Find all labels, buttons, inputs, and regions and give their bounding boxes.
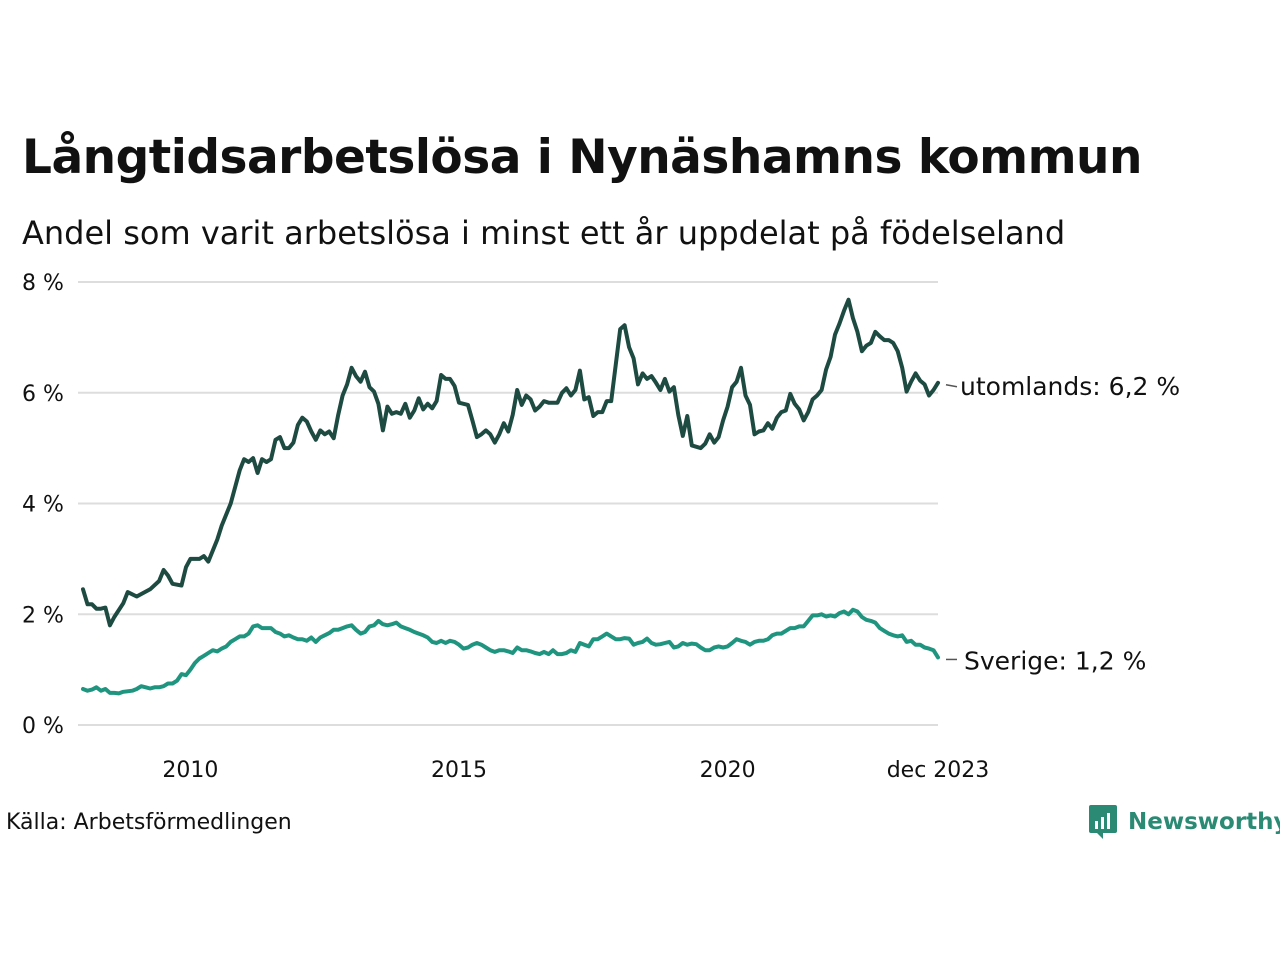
end-label-leader [945, 384, 958, 388]
newsworthy-logo-icon [1089, 805, 1117, 839]
y-tick-label: 6 % [22, 382, 64, 407]
x-tick-label: 2010 [162, 758, 218, 783]
end-label-utomlands: utomlands: 6,2 % [960, 372, 1180, 401]
chart-title: Långtidsarbetslösa i Nynäshamns kommun [22, 130, 1142, 185]
x-tick-label: dec 2023 [887, 758, 990, 783]
series-end-labels: utomlands: 6,2 % Sverige: 1,2 % [945, 372, 1180, 675]
series-lines [81, 297, 940, 696]
source-note: Källa: Arbetsförmedlingen [6, 810, 292, 835]
y-tick-label: 2 % [22, 603, 64, 628]
gridlines [78, 281, 938, 726]
y-axis-tick-labels: 0 % 2 % 4 % 6 % 8 % [22, 271, 64, 739]
series-line-sverige [81, 607, 940, 696]
y-tick-label: 0 % [22, 714, 64, 739]
x-axis-tick-labels: 2010 2015 2020 dec 2023 [162, 758, 989, 783]
chart-subtitle: Andel som varit arbetslösa i minst ett å… [22, 214, 1066, 252]
y-tick-label: 8 % [22, 271, 64, 296]
series-line-utomlands [81, 297, 940, 628]
x-tick-label: 2015 [431, 758, 487, 783]
y-tick-label: 4 % [22, 493, 64, 518]
x-tick-label: 2020 [700, 758, 756, 783]
newsworthy-logo: Newsworthy [1088, 804, 1280, 840]
end-label-sverige: Sverige: 1,2 % [964, 646, 1146, 675]
newsworthy-logo-text: Newsworthy [1128, 809, 1280, 835]
